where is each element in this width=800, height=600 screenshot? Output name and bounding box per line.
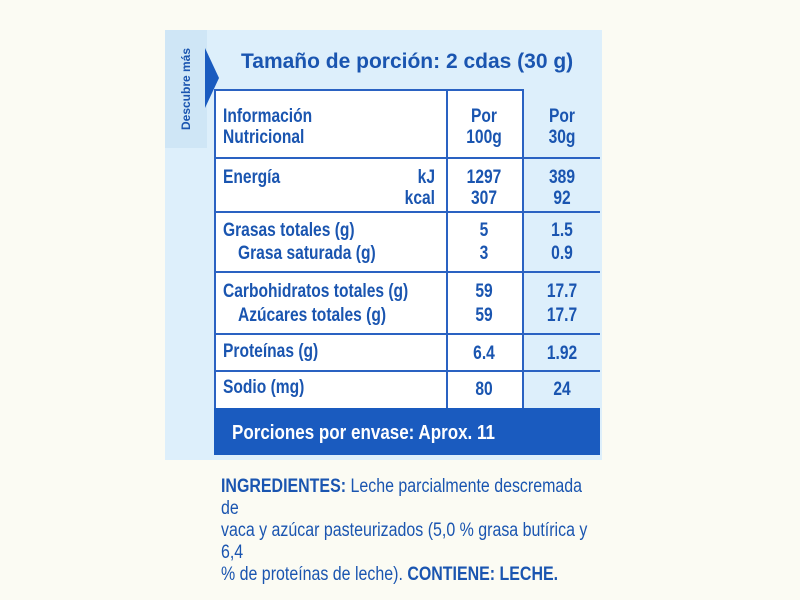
row-energy-unit-kcal: kcal [404,188,435,209]
ingredients-heading: INGREDIENTES: [221,476,347,497]
ingredients-line1: INGREDIENTES: Leche parcialmente descrem… [221,476,599,520]
row-sugars-per30: 17.7 [546,305,578,326]
header-per100-line2: 100g [466,127,502,148]
serving-size: Tamaño de porción: 2 cdas (30 g) [241,50,574,73]
contains-allergen: CONTIENE: LECHE. [407,564,559,585]
row-sugars-label: Azúcares totales (g) [238,305,387,326]
portions-bar [214,408,600,455]
row-protein-label: Proteínas (g) [223,341,319,362]
portions-per-package: Porciones por envase: Aprox. 11 [232,422,495,444]
nutrition-table [214,90,524,408]
row-sodium-per30: 24 [553,379,571,400]
row-fat-per30: 1.5 [551,220,573,241]
row-carbs-per30: 17.7 [546,281,578,302]
row-divider [214,370,600,372]
ingredients-text-line2: vaca y azúcar pasteurizados (5,0 % grasa… [221,520,588,563]
column-divider [446,89,448,408]
ingredients-text-line3: % de proteínas de leche). [221,564,403,585]
ingredients-text-line1: Leche parcialmente descremada de [221,476,583,519]
table-left-border [214,89,216,408]
discover-more-label[interactable]: Descubre más [179,47,193,131]
ingredients-line2: vaca y azúcar pasteurizados (5,0 % grasa… [221,520,599,564]
row-energy-per30-kcal: 92 [553,188,571,209]
table-top-border [214,89,524,91]
header-info-line1: Información [223,106,313,127]
row-fat-per100: 5 [479,220,489,241]
row-satfat-per30: 0.9 [551,243,573,264]
row-protein-per100: 6.4 [473,343,495,364]
row-divider [214,333,600,335]
row-divider [214,211,600,213]
column-divider [522,89,524,408]
row-carbs-per100: 59 [475,281,493,302]
row-carbs-label: Carbohidratos totales (g) [223,281,409,302]
row-fat-label: Grasas totales (g) [223,220,355,241]
header-per100-line1: Por [471,106,497,127]
row-divider [214,271,600,273]
row-protein-per30: 1.92 [546,343,578,364]
row-sodium-label: Sodio (mg) [223,377,305,398]
row-energy-unit-kj: kJ [417,167,435,188]
row-divider [214,157,600,159]
row-energy-per100-kj: 1297 [466,167,502,188]
row-satfat-per100: 3 [479,243,489,264]
row-energy-per100-kcal: 307 [470,188,497,209]
header-info-line2: Nutricional [223,127,305,148]
header-per30-line1: Por [549,106,575,127]
row-sugars-per100: 59 [475,305,493,326]
ingredients-block: INGREDIENTES: Leche parcialmente descrem… [221,476,599,586]
row-satfat-label: Grasa saturada (g) [238,243,376,264]
row-sodium-per100: 80 [475,379,493,400]
ingredients-line3: % de proteínas de leche). CONTIENE: LECH… [221,564,599,586]
header-per30-line2: 30g [548,127,576,148]
row-energy-per30-kj: 389 [548,167,575,188]
discover-more-tab[interactable] [165,30,207,148]
row-energy-label: Energía [223,167,281,188]
